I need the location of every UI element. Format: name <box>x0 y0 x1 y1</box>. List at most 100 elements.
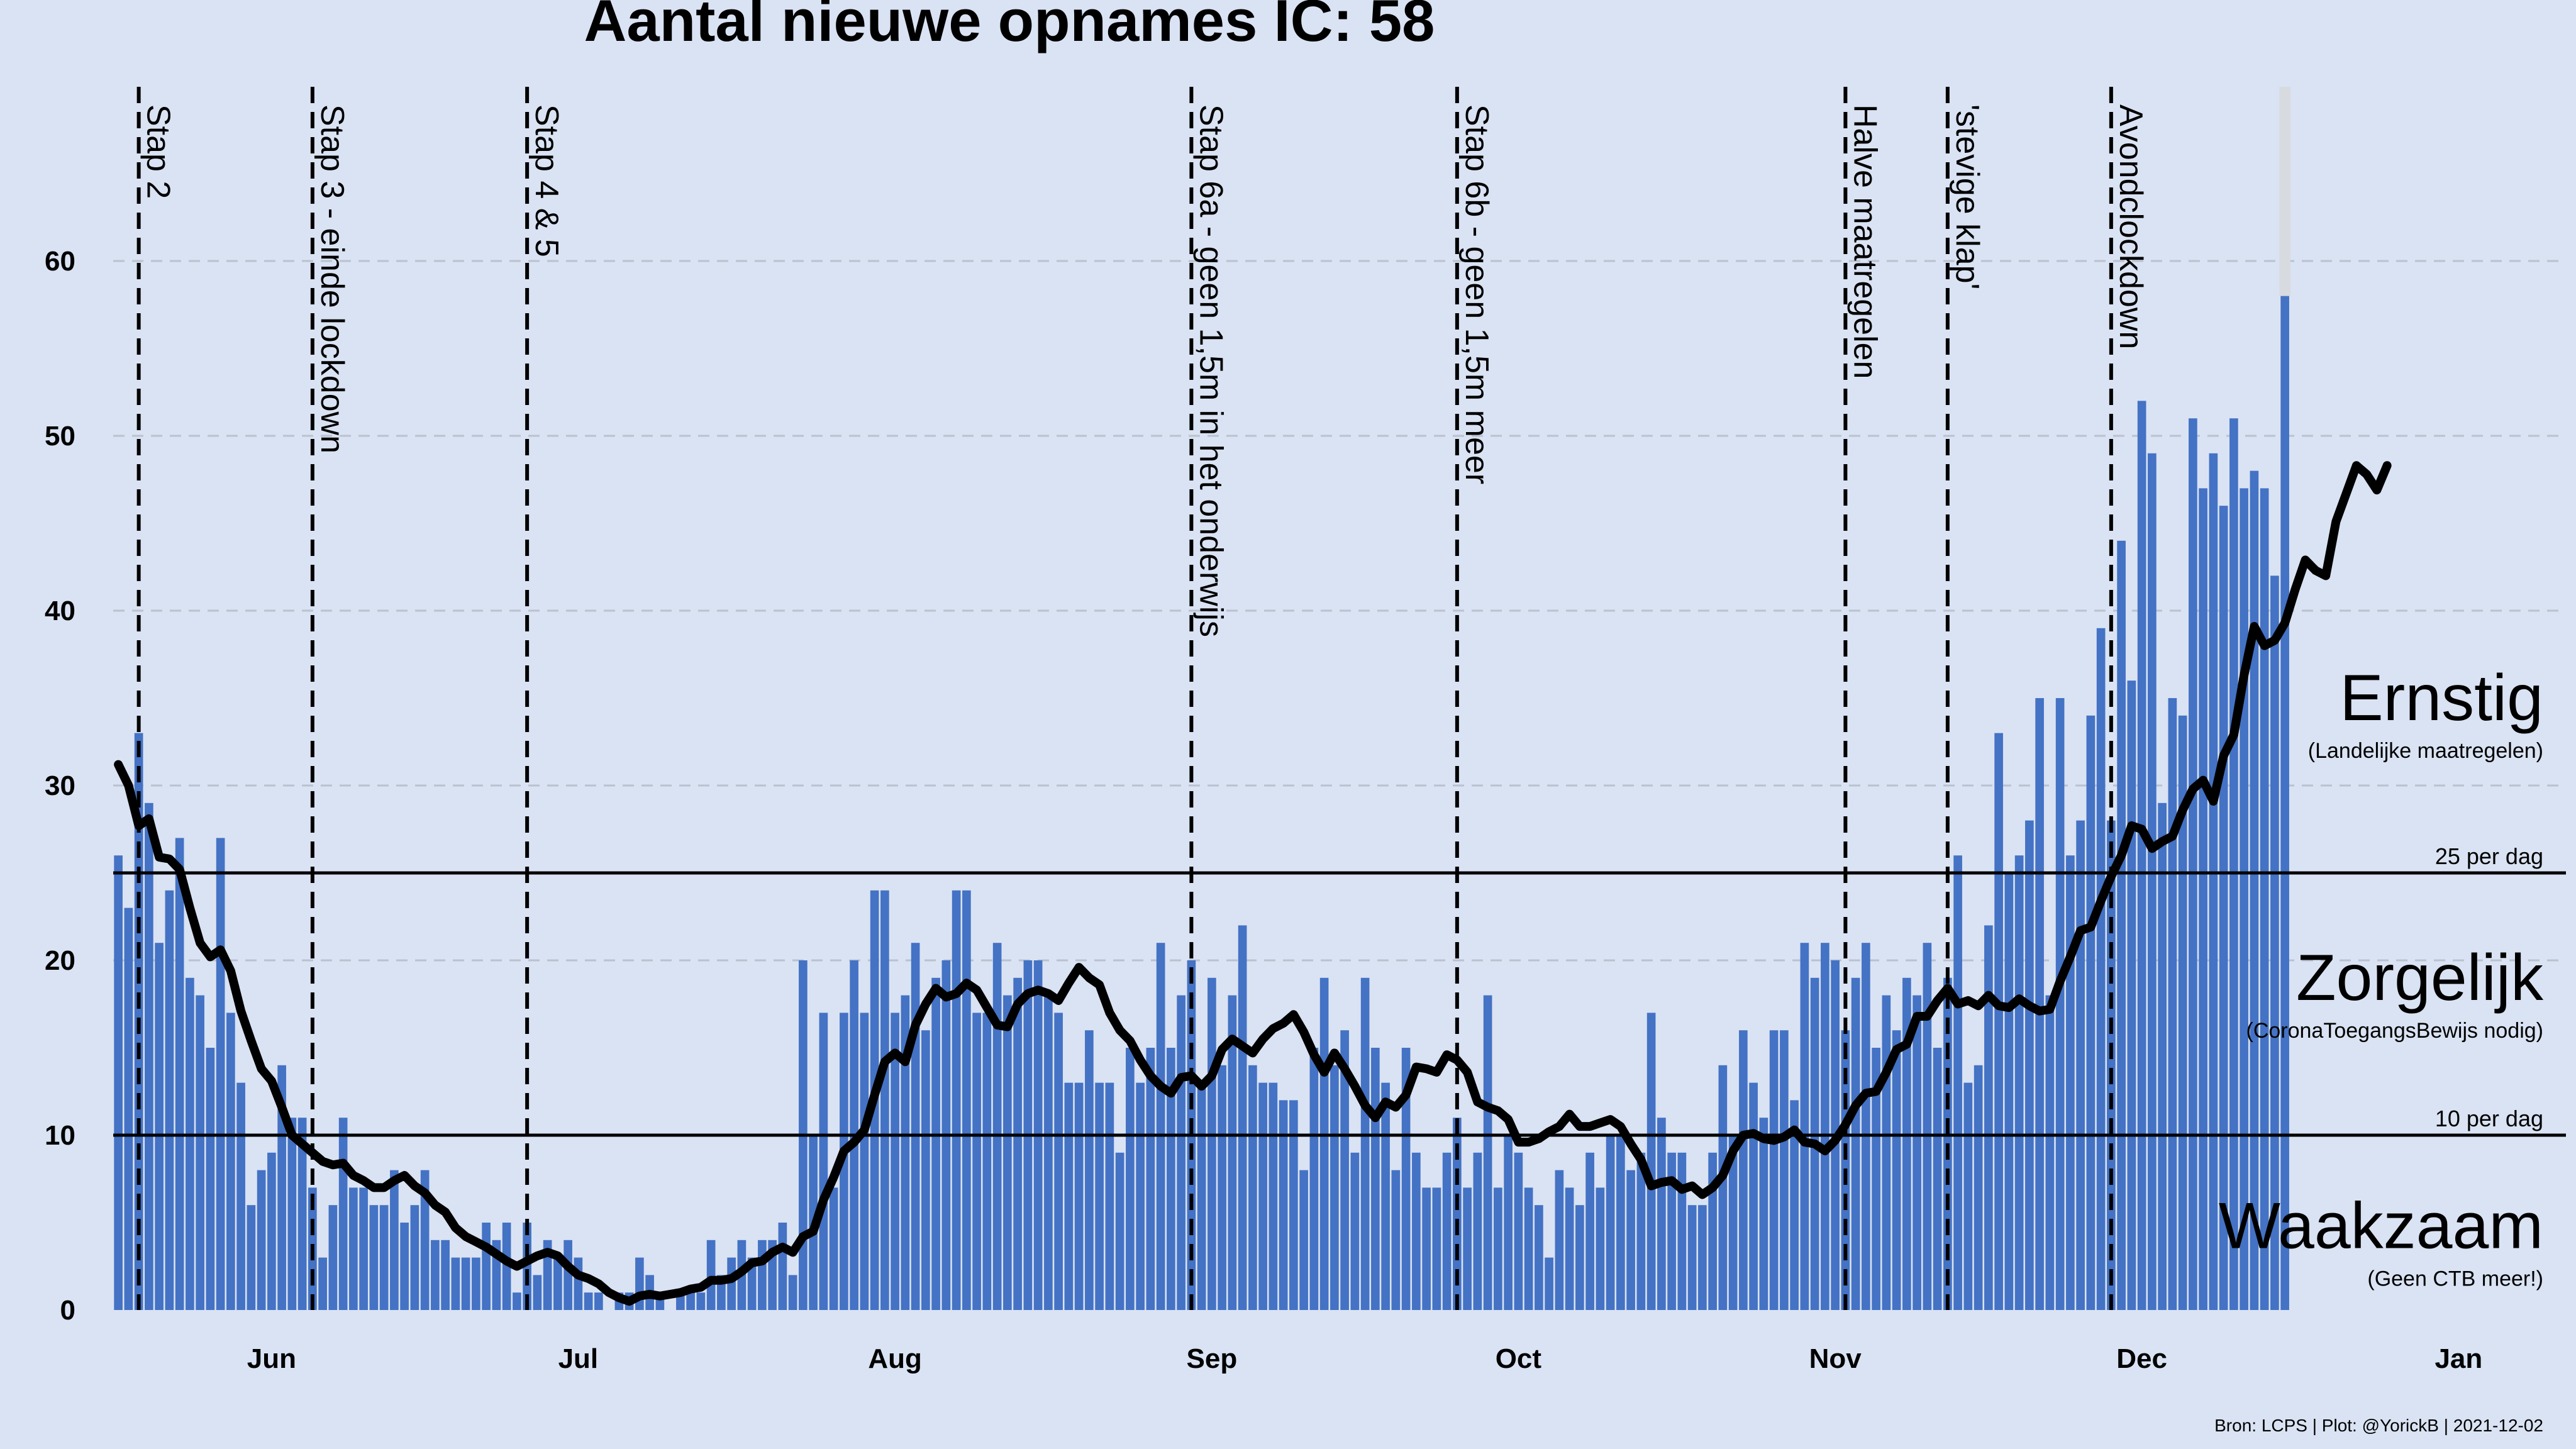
daily-bar <box>1197 1082 1206 1310</box>
daily-bar <box>441 1240 450 1310</box>
y-tick-label: 20 <box>45 945 75 976</box>
daily-bar <box>114 855 123 1310</box>
daily-bar <box>1616 1135 1625 1310</box>
y-tick-label: 0 <box>60 1295 75 1326</box>
daily-bar <box>553 1257 562 1310</box>
daily-bar <box>1483 995 1492 1310</box>
daily-bar <box>1299 1170 1308 1310</box>
daily-bar <box>482 1223 491 1310</box>
daily-bar <box>523 1223 531 1310</box>
daily-bar <box>2168 698 2177 1310</box>
daily-bar <box>1708 1152 1717 1310</box>
x-tick-label: Sep <box>1187 1343 1238 1374</box>
daily-bar <box>594 1292 603 1310</box>
daily-bar <box>318 1257 327 1310</box>
daily-bar <box>1360 977 1370 1310</box>
daily-bar <box>420 1170 430 1310</box>
daily-bar <box>1074 1082 1084 1310</box>
daily-bar <box>502 1223 511 1310</box>
daily-bar <box>1953 855 1962 1310</box>
daily-bar <box>2035 698 2044 1310</box>
daily-bar <box>2260 488 2269 1310</box>
event-label: Stap 3 - einde lockdown <box>314 104 350 453</box>
daily-bar <box>2066 855 2075 1310</box>
daily-bar <box>2250 470 2259 1310</box>
daily-bar <box>196 995 204 1310</box>
daily-bar <box>931 977 940 1310</box>
x-tick-label: Jul <box>558 1343 599 1374</box>
daily-bar <box>1687 1205 1697 1310</box>
daily-bar <box>1003 995 1012 1310</box>
daily-bar <box>2107 820 2116 1310</box>
daily-bar <box>359 1187 368 1310</box>
y-tick-label: 40 <box>45 596 75 626</box>
daily-bar <box>1790 1100 1799 1310</box>
daily-bar <box>2189 418 2197 1311</box>
daily-bar <box>1759 1118 1768 1310</box>
daily-bar <box>533 1275 542 1310</box>
daily-bar <box>758 1240 767 1310</box>
event-label: Stap 6a - geen 1,5m in het onderwijs <box>1192 104 1229 637</box>
daily-bar <box>277 1065 286 1310</box>
daily-bar <box>1115 1152 1124 1310</box>
event-label: 'stevige klap' <box>1949 104 1985 289</box>
x-tick-label: Jun <box>247 1343 296 1374</box>
daily-bar <box>2229 418 2238 1311</box>
daily-bar <box>1391 1170 1401 1310</box>
daily-bar <box>349 1187 358 1310</box>
event-markers: Stap 2 Stap 3 - einde lockdown Stap 4 & 5 S… <box>136 87 2149 1310</box>
daily-bar <box>1218 1065 1226 1310</box>
daily-bar <box>901 995 910 1310</box>
daily-bar <box>880 890 889 1310</box>
daily-bar <box>1657 1118 1666 1310</box>
daily-bar <box>513 1292 521 1310</box>
daily-bar <box>1749 1082 1758 1310</box>
daily-bar <box>1126 1048 1135 1310</box>
daily-bar <box>2004 873 2014 1310</box>
daily-bar <box>206 1048 215 1310</box>
daily-bar <box>1054 1013 1063 1310</box>
zone-note: (CoronaToegangsBewijs nodig) <box>2246 1019 2544 1043</box>
daily-bar <box>257 1170 266 1310</box>
daily-bar <box>1535 1205 1543 1310</box>
daily-bar <box>2076 820 2085 1310</box>
daily-bar <box>1422 1187 1431 1310</box>
daily-bar <box>1872 1048 1880 1310</box>
x-tick-label: Oct <box>1496 1343 1542 1374</box>
daily-bar <box>962 890 971 1310</box>
daily-bar <box>236 1082 245 1310</box>
y-tick-label: 10 <box>45 1120 75 1151</box>
daily-bar <box>2025 820 2034 1310</box>
daily-bar <box>1575 1205 1584 1310</box>
daily-bar <box>1882 995 1891 1310</box>
daily-bar <box>379 1205 389 1310</box>
event-label: Avondclockdown <box>2112 104 2149 349</box>
daily-bar <box>727 1257 736 1310</box>
daily-bar <box>2270 575 2279 1310</box>
daily-bar <box>778 1223 787 1310</box>
daily-bar <box>2096 628 2106 1310</box>
daily-bar <box>972 1013 981 1310</box>
daily-bar <box>155 943 164 1310</box>
daily-bar <box>1401 1048 1411 1310</box>
daily-bar <box>1269 1082 1278 1310</box>
daily-bar <box>1309 1048 1319 1310</box>
daily-bar <box>145 802 153 1310</box>
y-tick-label: 60 <box>45 246 75 277</box>
daily-bar <box>1228 995 1237 1310</box>
threshold-lines: 25 per dag 10 per dag <box>113 843 2566 1137</box>
daily-bar <box>1432 1187 1441 1310</box>
daily-bar <box>1412 1152 1421 1310</box>
daily-bar <box>338 1118 348 1310</box>
grid-lines <box>113 260 2566 1136</box>
daily-bar <box>390 1170 399 1310</box>
event-label: Halve maatregelen <box>1846 104 1883 379</box>
daily-bar <box>952 890 961 1310</box>
daily-bar <box>1504 1135 1513 1310</box>
daily-bar <box>992 943 1002 1310</box>
daily-bar <box>1851 977 1860 1310</box>
daily-bar <box>1381 1082 1390 1310</box>
daily-bar <box>1821 943 1829 1310</box>
zone-note: (Geen CTB meer!) <box>2367 1267 2543 1291</box>
daily-bar <box>1371 1048 1380 1310</box>
